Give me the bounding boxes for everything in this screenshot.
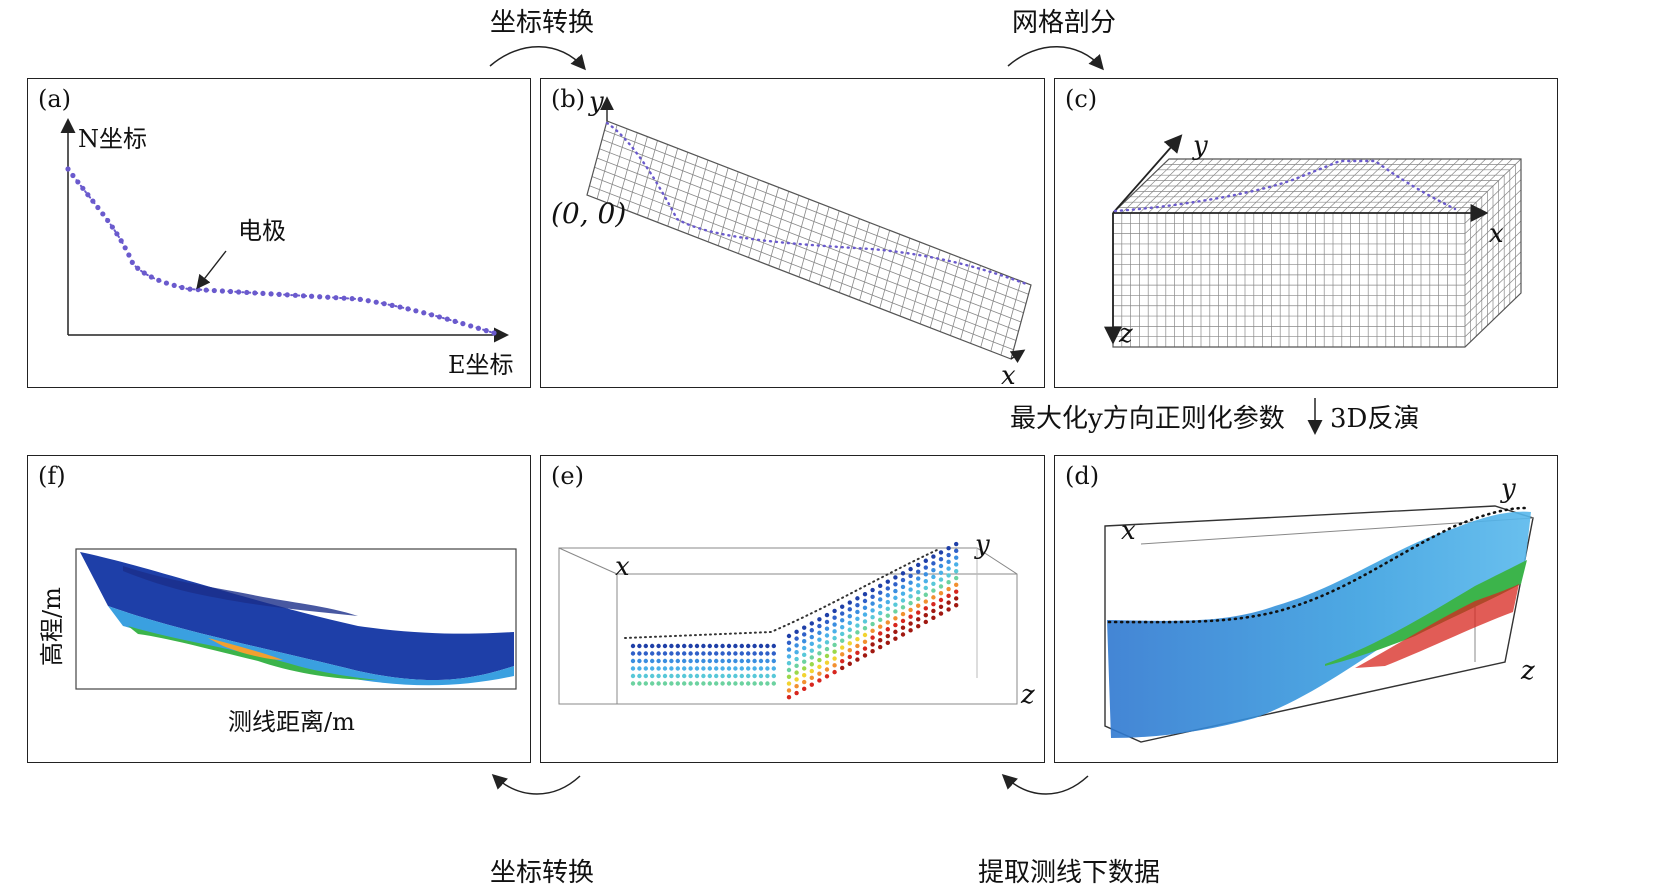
e-data-points: [630, 541, 959, 700]
c-y-arrow: [1112, 134, 1183, 214]
panel-d: (d) x y z: [1054, 455, 1558, 763]
panel-e: (e) x y z: [540, 455, 1045, 763]
panel-c: (c) y x z: [1054, 78, 1558, 388]
d-green-band: [1325, 560, 1527, 666]
flow-label-side-left: 最大化y方向正则化参数: [1010, 404, 1285, 434]
flow-arrow-b-to-c: [1007, 46, 1104, 71]
f-x-label: 测线距离/m: [228, 708, 355, 736]
c-y-label: y: [1193, 131, 1208, 161]
panel-a: (a) N坐标 E坐标 电极: [27, 78, 531, 388]
electrode-dots: [65, 166, 497, 336]
panel-label-c: (c): [1065, 85, 1098, 113]
flow-arrow-a-to-b: [489, 46, 586, 71]
f-y-label: 高程/m: [38, 587, 66, 666]
c-electrode-line: [1113, 159, 1457, 213]
e-y-label: y: [975, 530, 990, 560]
panel-a-plot: [60, 118, 509, 343]
block-mesh: [1112, 158, 1522, 348]
e-x-label: x: [615, 552, 630, 582]
d-y-label: y: [1501, 474, 1516, 504]
flow-label-bottom-left: 坐标转换: [490, 858, 595, 888]
panel-f: (f) 高程/m 测线距离/m: [27, 455, 531, 763]
panel-label-b: (b): [551, 85, 586, 113]
c-z-label: z: [1119, 319, 1133, 349]
n-axis-label: N坐标: [78, 125, 147, 153]
panel-label-d: (d): [1065, 462, 1100, 490]
b-x-arrow: [1009, 349, 1026, 364]
flow-arrow-d-to-e: [1001, 773, 1089, 795]
d-profile-line: [1107, 506, 1527, 624]
d-x-label: x: [1121, 516, 1136, 546]
b-y-label: y: [589, 87, 604, 117]
panel-d-volume: [1104, 505, 1534, 743]
c-x-label: x: [1489, 219, 1504, 249]
panel-label-f: (f): [38, 462, 66, 490]
panel-b-grid: [586, 96, 1032, 364]
b-origin-label: (0, 0): [551, 197, 627, 230]
panel-label-a: (a): [38, 85, 72, 113]
panel-c-mesh: [1104, 134, 1522, 348]
e-z-label: z: [1021, 680, 1035, 710]
flow-label-top-left: 坐标转换: [490, 8, 595, 38]
d-red-zone: [1355, 584, 1519, 668]
flow-label-top-right: 网格剖分: [1012, 8, 1117, 38]
flow-arrow-e-to-f: [491, 773, 581, 795]
electrode-line: [67, 168, 495, 334]
e-profile-line: [624, 549, 938, 639]
d-box: [1104, 505, 1534, 743]
flow-label-side-right: 3D反演: [1330, 404, 1420, 434]
callout-arrow: [196, 250, 227, 290]
panel-b: (b) y x (0, 0): [540, 78, 1045, 391]
panel-e-scatter: [558, 541, 1018, 705]
e-axis-label: E坐标: [448, 351, 514, 379]
f-hot-zone: [208, 638, 283, 660]
panel-f-section: [75, 548, 517, 690]
electrode-callout: 电极: [238, 217, 286, 245]
rotated-mesh: [587, 121, 1031, 359]
panel-label-e: (e): [551, 462, 584, 490]
d-blue-volume: [1107, 511, 1531, 738]
flow-label-bottom-right: 提取测线下数据: [978, 858, 1161, 888]
d-z-label: z: [1521, 656, 1535, 686]
b-electrode-line: [605, 121, 1031, 287]
b-x-label: x: [1001, 361, 1016, 391]
